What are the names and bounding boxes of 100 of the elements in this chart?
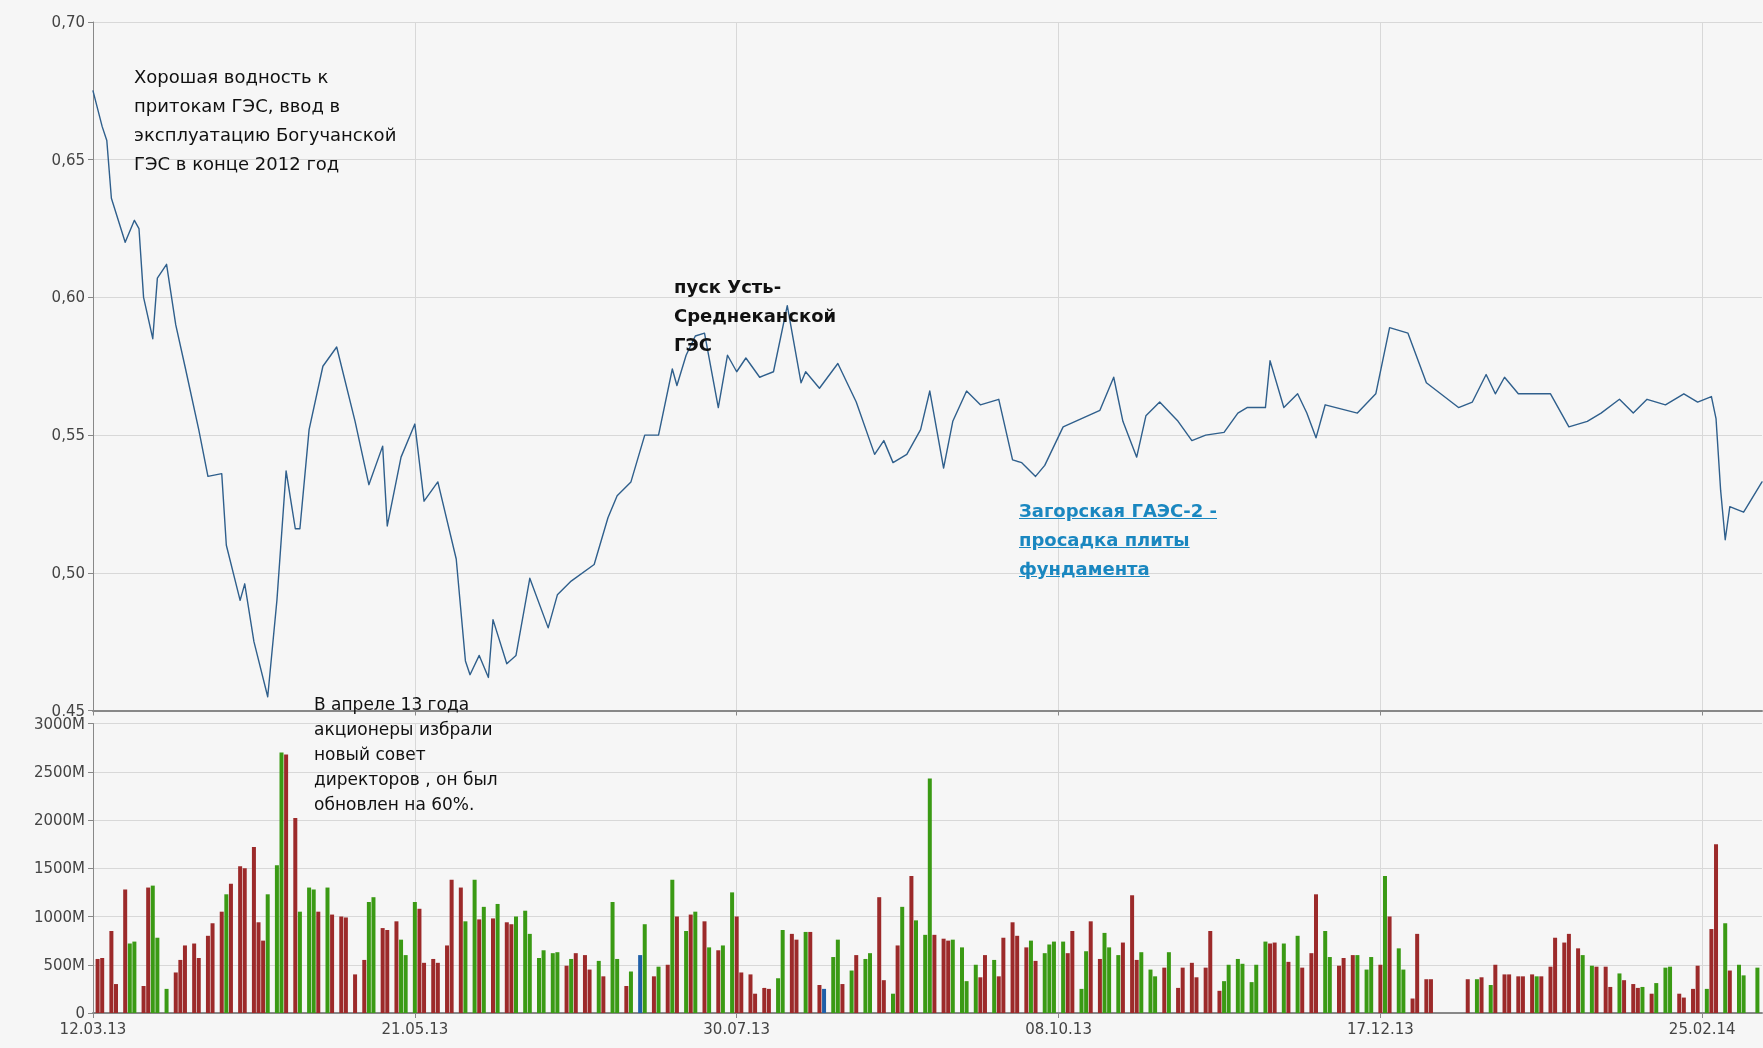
bar [463, 921, 468, 1013]
bar [509, 924, 514, 1013]
y-tick-label: 2000M [33, 811, 85, 829]
line-series [92, 90, 1763, 698]
bar [394, 921, 399, 1013]
bar [1217, 990, 1222, 1013]
bar [353, 974, 358, 1013]
bar [1272, 942, 1277, 1013]
bar [1603, 966, 1608, 1013]
bar [1061, 941, 1066, 1013]
bar [1028, 940, 1033, 1013]
bar [803, 931, 808, 1013]
bar [927, 778, 932, 1013]
x-tick-label: 08.10.13 [1025, 1019, 1092, 1038]
bar [1566, 933, 1571, 1013]
bar [932, 934, 937, 1013]
bar [1350, 955, 1355, 1013]
bar [1635, 987, 1640, 1013]
y-tick-label: 0,55 [51, 426, 85, 445]
bar [1695, 965, 1700, 1013]
bar [293, 818, 298, 1013]
bar [628, 971, 633, 1013]
bar [716, 950, 721, 1013]
bar [362, 959, 367, 1013]
bar [748, 974, 753, 1013]
bar [822, 988, 827, 1013]
bar [766, 988, 771, 1013]
bar [684, 930, 689, 1013]
bar [569, 958, 574, 1013]
bar [1617, 973, 1622, 1013]
bar [1189, 962, 1194, 1013]
bar [909, 875, 914, 1013]
bar [1268, 943, 1273, 1013]
bar [504, 922, 509, 1013]
bar [1088, 921, 1093, 1013]
bar [1727, 970, 1732, 1013]
bar [651, 976, 656, 1013]
y-tick-label: 0,60 [51, 288, 85, 307]
bar [123, 889, 128, 1013]
bar [1166, 952, 1171, 1013]
bar [477, 919, 482, 1013]
bar [343, 917, 348, 1013]
y-tick-label: 0 [75, 1004, 85, 1022]
bar [1070, 930, 1075, 1013]
bar [550, 953, 555, 1013]
bar [1097, 958, 1102, 1013]
bar [1755, 967, 1760, 1013]
bar [1631, 984, 1636, 1013]
bar [1580, 955, 1585, 1013]
bar [665, 964, 670, 1013]
bar [638, 955, 643, 1013]
bar [1378, 964, 1383, 1013]
bar [1654, 983, 1659, 1013]
bar [127, 943, 132, 1013]
bar [228, 883, 233, 1013]
bar [674, 916, 679, 1013]
bar [642, 924, 647, 1013]
bar [449, 879, 454, 1013]
bar [688, 914, 693, 1013]
bar [1534, 976, 1539, 1013]
bar [219, 911, 224, 1013]
bar [1520, 976, 1525, 1013]
bar [146, 887, 151, 1013]
bar [316, 911, 321, 1013]
bar [1051, 941, 1056, 1013]
bar [495, 903, 500, 1013]
bar [1369, 957, 1374, 1013]
bar [1474, 979, 1479, 1013]
y-tick-label: 1000M [33, 907, 85, 926]
x-tick-label: 25.02.14 [1668, 1019, 1736, 1038]
bar [720, 945, 725, 1013]
bar [192, 943, 197, 1013]
bar [1235, 958, 1240, 1013]
bar [541, 950, 546, 1013]
bar [854, 955, 859, 1013]
bar [610, 902, 615, 1013]
bar [1681, 997, 1686, 1013]
bar [656, 966, 661, 1013]
bar [789, 933, 794, 1013]
bar [670, 879, 675, 1013]
bar [1428, 979, 1433, 1013]
bar [840, 984, 845, 1013]
bar [210, 923, 215, 1013]
bar [1553, 937, 1558, 1013]
bar [1281, 943, 1286, 1013]
bar [973, 964, 978, 1013]
bar [1516, 976, 1521, 1013]
annotation: В апреле 13 года акционеры избрали новый совет директоров , он был обновлен на 60%. [314, 693, 499, 816]
bar [279, 752, 284, 1013]
bar [1010, 922, 1015, 1013]
bar [1120, 942, 1125, 1013]
bar [458, 887, 463, 1013]
bar [914, 920, 919, 1013]
bar [877, 897, 882, 1013]
bar [555, 952, 560, 1013]
bar [491, 918, 496, 1013]
annotation: Загорская ГАЭС-2 - просадка плиты фундамента [1019, 499, 1218, 581]
bar [950, 939, 955, 1013]
bar [109, 930, 114, 1013]
bar [702, 921, 707, 1013]
